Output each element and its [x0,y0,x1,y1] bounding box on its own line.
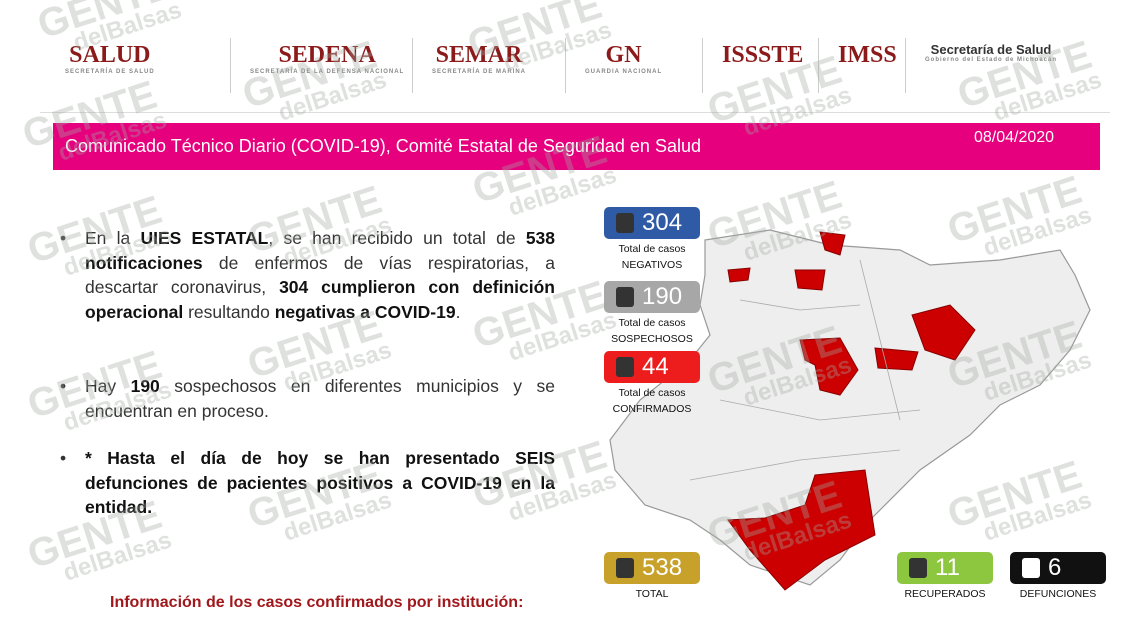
stat-box: 304 [604,207,700,239]
separator [565,38,566,93]
stat-value: 304 [642,209,683,236]
separator [702,38,703,93]
stat-label: Total de casos [618,387,686,399]
separator [412,38,413,93]
text-run: de enfermos de vías respiratorias, a des… [85,252,555,298]
text-run: 538 notificaciones [85,228,556,273]
logo-sub: Gobierno del Estado de Michoacán [925,57,1058,63]
text-run: En la [85,228,141,248]
logo-sub: SECRETARÍA DE SALUD [65,69,155,75]
logo-sub: GUARDIA NACIONAL [585,69,663,75]
stat-value: 190 [642,283,683,310]
text-run: , se han recibido un total de [268,228,526,248]
stat-box: 538 [604,552,700,584]
stat-value: 11 [935,554,960,581]
logo-name: SEDENA [278,42,376,68]
stat-label: DEFUNCIONES [1019,588,1097,600]
logo: GN GUARDIA NACIONAL [585,42,662,75]
logo-name: SEMAR [435,42,523,68]
logo: ISSSTE [722,42,803,69]
banner [53,123,1100,170]
bullet-text: * Hasta el día de hoy se han presentado … [60,446,555,520]
banner-title: Comunicado Técnico Diario (COVID-19), Co… [65,136,701,156]
stat-label: NEGATIVOS [621,259,683,271]
separator [230,38,231,93]
stat-box: 6 [1010,552,1106,584]
person-icon [909,558,927,578]
logo-name: GN [605,42,642,68]
stat-label: SOSPECHOSOS [611,333,693,345]
stat-box: 11 [897,552,993,584]
footer-title: Información de los casos confirmados por… [110,594,524,611]
text-run: 304 cumplieron con definición operaciona… [85,277,555,322]
map [609,229,1091,591]
watermark-top: GENTE [32,0,177,48]
logo: IMSS [838,42,897,69]
person-icon [1022,558,1040,578]
logo-sub: SECRETARÍA DE MARINA [432,69,527,75]
watermark-bottom: delBalsas [60,526,175,587]
logo-name: ISSSTE [722,42,804,68]
bullet-text: En la UIES ESTATAL, se han recibido un t… [60,226,555,324]
person-icon [616,357,634,377]
logo: SEDENA SECRETARÍA DE LA DEFENSA NACIONAL [250,42,404,75]
stat-label: RECUPERADOS [904,588,986,600]
text-run: . [455,301,461,322]
banner-date: 08/04/2020 [974,129,1055,146]
text-run: negativas a COVID-19 [274,301,456,322]
stat-label: TOTAL [635,588,669,600]
bullet: * Hasta el día de hoy se han presentado … [60,446,555,520]
text-run: 190 [130,376,160,396]
person-icon [616,558,634,578]
logo-sub: SECRETARÍA DE LA DEFENSA NACIONAL [250,69,405,75]
bullet-text: Hay 190 sospechosos en diferentes munici… [60,374,555,423]
logo-name: Secretaría de Salud [930,42,1052,57]
text-run: sospechosos en diferentes municipios y s… [85,376,555,421]
logo: Secretaría de Salud Gobierno del Estado d… [925,42,1057,63]
stat-value: 6 [1048,554,1062,581]
header-rule [40,112,1110,113]
stat-label: Total de casos [618,317,686,329]
stat-box: 44 [604,351,700,383]
text-run: resultando [183,301,275,322]
stat-value: 44 [642,353,669,380]
text-run: * Hasta el día de hoy se han presentado … [85,448,555,517]
bullet: En la UIES ESTATAL, se han recibido un t… [60,226,555,324]
logo-name: SALUD [69,42,151,68]
text-run: UIES ESTATAL [140,228,269,248]
text-run: Hay [85,376,131,396]
stat-label: Total de casos [618,243,686,255]
stat-label: CONFIRMADOS [612,403,692,415]
stat-box: 190 [604,281,700,313]
person-icon [616,213,634,233]
stat-value: 538 [642,554,683,581]
separator [905,38,906,93]
separator [818,38,819,93]
logo: SEMAR SECRETARÍA DE MARINA [432,42,526,75]
bullet: Hay 190 sospechosos en diferentes munici… [60,374,555,423]
logo: SALUD SECRETARÍA DE SALUD [65,42,155,75]
logo-name: IMSS [838,42,897,68]
person-icon [616,287,634,307]
